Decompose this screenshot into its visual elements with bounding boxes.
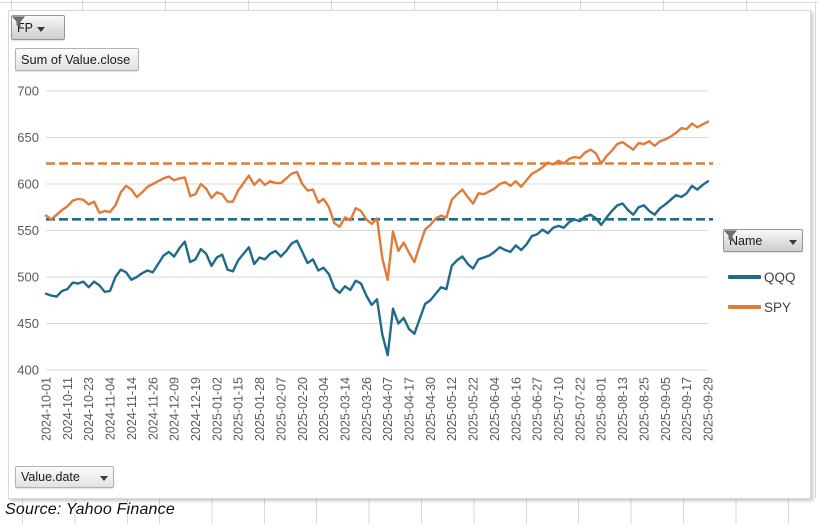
x-axis-tick-label: 2025-01-02	[210, 377, 224, 441]
x-axis-tick-label: 2024-11-26	[146, 377, 160, 440]
plot-svg: 400 450 500 550 600 650 700 2024-10-01 2024-10-1…	[17, 84, 716, 441]
legend-item-qqq[interactable]: QQQ	[728, 268, 796, 286]
x-axis-tick-label: 2025-01-15	[232, 377, 246, 441]
x-axis-tick-label: 2025-03-04	[317, 377, 331, 441]
x-axis-tick-label: 2024-10-01	[40, 377, 54, 441]
y-axis-tick-label: 500	[17, 270, 39, 285]
x-axis-tick-label: 2024-11-14	[125, 377, 139, 440]
x-axis-tick-label: 2024-12-19	[189, 377, 203, 441]
filter-funnel-icon	[12, 16, 25, 28]
y-axis-tick-label: 550	[17, 223, 39, 238]
x-axis-tick-label: 2025-05-12	[445, 377, 459, 441]
legend-filter-button[interactable]: Name	[723, 229, 803, 252]
legend-label-spy: SPY	[764, 299, 792, 315]
x-axis-tick-label: 2025-09-05	[659, 377, 673, 441]
x-axis-tick-label: 2025-06-27	[531, 377, 545, 441]
legend-swatch-qqq	[728, 275, 761, 279]
x-axis-tick-label: 2025-05-22	[467, 377, 481, 441]
x-axis-tick-label: 2025-04-17	[403, 377, 417, 441]
x-axis-tick-label: 2025-04-30	[424, 377, 438, 441]
x-axis-tick-label: 2025-08-25	[637, 377, 651, 441]
y-axis-tick-label: 400	[17, 363, 39, 378]
x-axis-tick-label: 2025-02-20	[296, 377, 310, 441]
sheet-gridline-horizontal	[0, 2, 818, 3]
x-axis-tick-label: 2025-01-28	[253, 377, 267, 441]
chevron-down-icon	[36, 26, 45, 32]
x-axis-tick-label: 2025-09-29	[702, 377, 716, 441]
axis-field-label: Value.date	[21, 470, 80, 484]
legend-swatch-spy	[728, 305, 761, 309]
x-axis-tick-label: 2024-10-11	[61, 377, 75, 440]
sheet-gridlines-top	[0, 0, 818, 10]
legend-item-spy[interactable]: SPY	[728, 298, 791, 316]
y-axis-tick-label: 450	[17, 316, 39, 331]
value-field-label: Sum of Value.close	[21, 52, 131, 67]
chevron-down-icon	[100, 476, 108, 481]
x-axis-tick-label: 2025-03-14	[339, 377, 353, 441]
axis-field-button[interactable]: Value.date	[15, 466, 114, 488]
sheet-gridline-vertical	[815, 2, 816, 498]
y-axis-tick-label: 650	[17, 130, 39, 145]
series-line-qqq[interactable]	[44, 180, 710, 357]
legend-label-qqq: QQQ	[764, 269, 796, 285]
x-axis-tick-label: 2024-10-23	[82, 377, 96, 441]
legend-filter-label: Name	[729, 233, 763, 248]
value-field-button[interactable]: Sum of Value.close	[15, 48, 139, 71]
x-axis-tick-label: 2025-07-10	[552, 377, 566, 441]
x-axis-tick-label: 2025-06-16	[509, 377, 523, 441]
x-axis-tick-label: 2025-07-22	[573, 377, 587, 441]
x-axis-tick-label: 2025-08-01	[595, 377, 609, 441]
x-axis-tick-label: 2025-04-07	[381, 377, 395, 441]
x-axis-tick-label: 2025-02-07	[274, 377, 288, 441]
filter-button-fp[interactable]: FP	[11, 15, 65, 40]
x-axis-tick-label: 2025-03-26	[360, 377, 374, 441]
series-line-spy[interactable]	[44, 120, 710, 281]
x-axis-tick-label: 2024-12-09	[168, 377, 182, 441]
source-note: Source: Yahoo Finance	[5, 501, 175, 518]
y-axis-tick-label: 600	[17, 177, 39, 192]
pivot-chart[interactable]: 400 450 500 550 600 650 700 2024-10-01 2024-10-1…	[8, 10, 811, 499]
x-axis-tick-label: 2024-11-04	[104, 377, 118, 440]
chevron-down-icon	[789, 239, 797, 245]
filter-button-fp-label: FP	[17, 20, 33, 35]
filter-funnel-icon	[724, 230, 737, 242]
x-axis-tick-label: 2025-09-17	[680, 377, 694, 441]
y-axis-tick-label: 700	[17, 84, 39, 99]
x-axis-tick-label: 2025-06-04	[488, 377, 502, 441]
sheet-gridlines-bottom	[0, 498, 818, 524]
x-axis-tick-label: 2025-08-13	[616, 377, 630, 441]
